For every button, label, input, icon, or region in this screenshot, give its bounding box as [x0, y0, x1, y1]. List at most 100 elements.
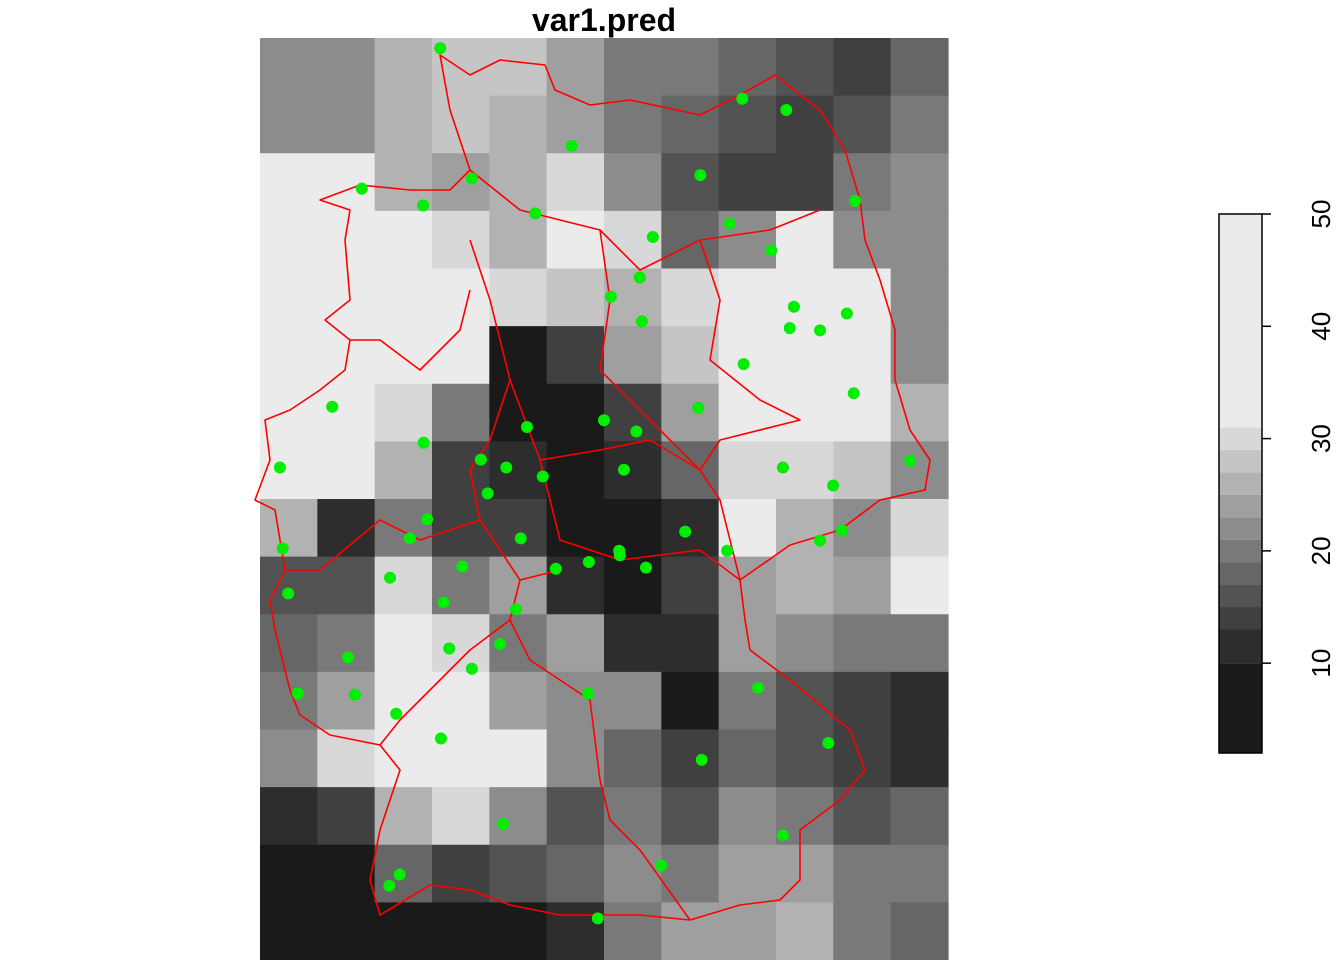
station-point [765, 244, 778, 257]
station-point [737, 358, 750, 371]
raster-cell [833, 268, 892, 327]
station-point [721, 544, 734, 557]
station-point [421, 513, 434, 526]
station-point [814, 534, 827, 547]
raster-cell [317, 95, 376, 154]
raster-cell [432, 210, 490, 270]
raster-cell [661, 844, 720, 903]
station-point [496, 817, 509, 830]
colorbar-band [1219, 517, 1262, 540]
station-point [565, 139, 578, 152]
raster-cell [546, 729, 605, 788]
raster-cell [776, 556, 834, 615]
raster-cell [604, 326, 662, 385]
station-point [582, 555, 595, 568]
raster-cell [890, 499, 949, 558]
station-point [494, 638, 507, 651]
raster-cell [833, 844, 892, 903]
colorbar-tick-label: 50 [1306, 200, 1336, 229]
station-point [847, 387, 860, 400]
raster-cell [833, 729, 892, 788]
raster-cell [432, 383, 490, 442]
colorbar-band [1219, 494, 1262, 518]
station-point [403, 532, 416, 545]
raster-cell [661, 671, 720, 731]
raster-cell [890, 729, 949, 788]
raster-cell [604, 671, 662, 731]
raster-cell [718, 671, 777, 731]
raster-cell [661, 729, 720, 788]
station-point [613, 549, 626, 562]
raster-cell [718, 38, 777, 97]
raster-cell [374, 787, 433, 846]
raster-cell [604, 787, 662, 846]
raster-cell [718, 556, 777, 615]
raster-cell [776, 902, 834, 961]
station-point [434, 42, 447, 55]
raster-cell [260, 95, 318, 154]
station-point [437, 596, 450, 609]
colorbar-tick-label: 20 [1306, 536, 1336, 565]
raster-cell [833, 787, 892, 846]
raster-cell [776, 268, 834, 327]
raster-cell [890, 383, 949, 442]
station-point [752, 681, 765, 694]
raster-cell [546, 499, 605, 558]
raster-cell [661, 556, 720, 615]
raster-cell [317, 614, 376, 673]
raster-cell [718, 326, 777, 385]
colorbar-band [1219, 449, 1262, 473]
raster-cell [317, 38, 376, 97]
raster-cell [604, 614, 662, 673]
colorbar-band [1219, 539, 1262, 563]
station-point [348, 688, 361, 701]
raster-cell [374, 902, 433, 961]
raster-cell [546, 844, 605, 903]
raster-cell [260, 614, 318, 673]
raster-cell [604, 38, 662, 97]
raster-cell [661, 614, 720, 673]
raster-cell [489, 787, 548, 846]
raster-cell [546, 902, 605, 961]
raster-cell [374, 441, 433, 500]
raster-cell [432, 499, 490, 558]
raster-cell [833, 38, 892, 97]
station-point [646, 231, 659, 244]
raster-cell [776, 326, 834, 385]
raster-cell [604, 844, 662, 903]
station-point [474, 453, 487, 466]
raster-cell [890, 441, 949, 500]
station-point [836, 524, 849, 537]
colorbar-band [1219, 663, 1262, 753]
raster-cell [661, 95, 720, 154]
raster-cell [833, 383, 892, 442]
colorbar-band [1219, 427, 1262, 450]
station-point [840, 307, 853, 320]
raster-cell [604, 902, 662, 961]
station-point [500, 461, 513, 474]
raster-cell [833, 153, 892, 212]
raster-cell [432, 441, 490, 500]
raster-cell [374, 729, 433, 788]
station-point [509, 603, 522, 616]
raster-cell [890, 556, 949, 615]
colorbar: 10 20 30 40 50 [1218, 200, 1336, 754]
raster-cell [432, 902, 490, 961]
raster-cell [317, 441, 376, 500]
raster-cell [890, 671, 949, 731]
station-point [276, 542, 289, 555]
station-point [679, 525, 692, 538]
raster-cell [260, 556, 318, 615]
raster-cell [317, 671, 376, 731]
raster-cell [890, 268, 949, 327]
station-point [655, 859, 668, 872]
station-point [520, 421, 533, 434]
station-point [549, 562, 562, 575]
raster-cell [661, 326, 720, 385]
raster-cell [260, 844, 318, 903]
station-point [633, 271, 646, 284]
raster-cell [546, 671, 605, 731]
raster-cell [833, 441, 892, 500]
station-point [443, 642, 456, 655]
